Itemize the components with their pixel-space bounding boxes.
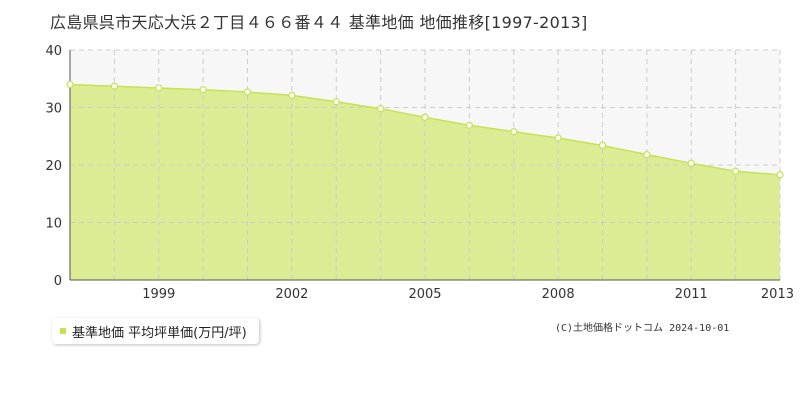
x-tick-label: 2005 (408, 287, 441, 302)
data-point-2013 (776, 171, 784, 179)
x-tick-label: 2002 (275, 287, 308, 302)
y-tick-label: 40 (45, 44, 62, 59)
copyright-text: (C)土地価格ドットコム 2024-10-01 (555, 323, 730, 334)
legend-marker-icon (60, 328, 66, 334)
legend[interactable]: 基準地価 平均坪単価(万円/坪) (52, 318, 259, 344)
data-point-2005 (421, 113, 429, 121)
data-point-2002 (288, 91, 296, 100)
data-point-2011 (687, 159, 695, 167)
y-tick-label: 10 (45, 217, 62, 232)
data-point-2007 (510, 128, 518, 136)
data-point-1999 (155, 84, 163, 92)
data-point-2006 (465, 121, 473, 129)
data-point-2009 (598, 141, 607, 150)
data-point-2000 (199, 86, 207, 94)
x-tick-label: 2008 (542, 287, 575, 302)
y-tick-label: 30 (45, 102, 62, 117)
legend-label: 基準地価 平均坪単価(万円/坪) (72, 325, 247, 341)
y-tick-label: 20 (45, 159, 62, 174)
data-point-2010 (643, 151, 651, 159)
data-point-2004 (377, 105, 385, 113)
x-tick-label: 2013 (761, 287, 794, 302)
x-tick-label: 2011 (675, 287, 708, 302)
data-point-2001 (243, 88, 252, 96)
data-point-1998 (110, 82, 118, 90)
data-point-2008 (554, 134, 562, 142)
data-point-2012 (732, 167, 740, 175)
y-tick-label: 0 (54, 274, 62, 289)
data-point-2003 (332, 98, 340, 106)
chart-title: 広島県呉市天応大浜２丁目４６６番４４ 基準地価 地価推移[1997-2013] (50, 13, 588, 32)
data-point-1997 (66, 80, 74, 89)
x-tick-label: 1999 (142, 287, 175, 302)
